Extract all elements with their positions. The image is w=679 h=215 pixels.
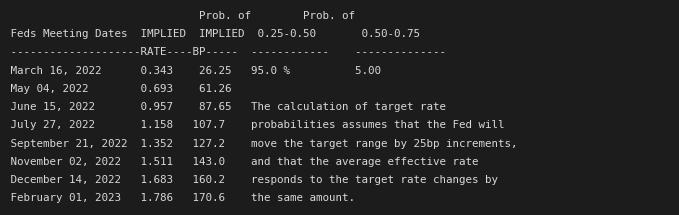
Text: July 27, 2022       1.158   107.7    probabilities assumes that the Fed will: July 27, 2022 1.158 107.7 probabilities …	[4, 120, 504, 130]
Text: September 21, 2022  1.352   127.2    move the target range by 25bp increments,: September 21, 2022 1.352 127.2 move the …	[4, 139, 517, 149]
Text: February 01, 2023   1.786   170.6    the same amount.: February 01, 2023 1.786 170.6 the same a…	[4, 194, 355, 203]
Text: Prob. of        Prob. of: Prob. of Prob. of	[4, 11, 355, 21]
Text: May 04, 2022        0.693    61.26: May 04, 2022 0.693 61.26	[4, 84, 232, 94]
Text: November 02, 2022   1.511   143.0    and that the average effective rate: November 02, 2022 1.511 143.0 and that t…	[4, 157, 479, 167]
Text: December 14, 2022   1.683   160.2    responds to the target rate changes by: December 14, 2022 1.683 160.2 responds t…	[4, 175, 498, 185]
Text: --------------------RATE----BP-----  ------------    --------------: --------------------RATE----BP----- ----…	[4, 47, 446, 57]
Text: June 15, 2022       0.957    87.65   The calculation of target rate: June 15, 2022 0.957 87.65 The calculatio…	[4, 102, 446, 112]
Text: Feds Meeting Dates  IMPLIED  IMPLIED  0.25-0.50       0.50-0.75: Feds Meeting Dates IMPLIED IMPLIED 0.25-…	[4, 29, 420, 39]
Text: March 16, 2022      0.343    26.25   95.0 %          5.00: March 16, 2022 0.343 26.25 95.0 % 5.00	[4, 66, 381, 75]
